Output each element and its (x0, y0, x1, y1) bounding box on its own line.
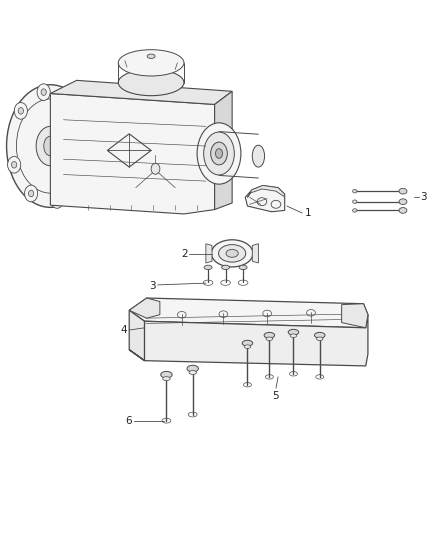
Ellipse shape (242, 340, 253, 346)
Ellipse shape (25, 185, 38, 202)
Text: 1: 1 (304, 208, 311, 218)
Ellipse shape (252, 145, 265, 167)
Ellipse shape (353, 189, 357, 193)
Ellipse shape (118, 50, 184, 76)
Ellipse shape (36, 126, 65, 166)
Polygon shape (206, 244, 212, 263)
Ellipse shape (50, 192, 64, 208)
Polygon shape (50, 93, 215, 214)
Polygon shape (342, 304, 368, 328)
Ellipse shape (399, 199, 407, 205)
Polygon shape (247, 185, 285, 197)
Polygon shape (129, 310, 145, 361)
Ellipse shape (79, 115, 92, 131)
Ellipse shape (161, 372, 172, 378)
Ellipse shape (54, 197, 60, 203)
Ellipse shape (7, 157, 21, 173)
Ellipse shape (28, 190, 34, 197)
Ellipse shape (73, 173, 86, 190)
Polygon shape (129, 298, 368, 328)
Ellipse shape (353, 200, 357, 204)
Ellipse shape (204, 132, 234, 175)
Text: 3: 3 (420, 192, 427, 203)
Text: 6: 6 (125, 416, 131, 426)
Polygon shape (50, 80, 232, 104)
Ellipse shape (290, 334, 297, 337)
Ellipse shape (266, 337, 272, 341)
Ellipse shape (288, 329, 299, 335)
Ellipse shape (215, 149, 223, 158)
Ellipse shape (204, 265, 212, 270)
Polygon shape (252, 244, 258, 263)
Ellipse shape (11, 161, 17, 168)
Ellipse shape (226, 249, 238, 257)
Ellipse shape (7, 85, 94, 207)
Text: 5: 5 (272, 391, 279, 401)
Text: 2: 2 (181, 249, 187, 259)
Ellipse shape (83, 119, 88, 126)
Ellipse shape (399, 207, 407, 213)
Ellipse shape (316, 337, 323, 341)
Polygon shape (245, 185, 285, 212)
Ellipse shape (197, 123, 241, 184)
Ellipse shape (222, 265, 230, 270)
Ellipse shape (187, 365, 198, 372)
Polygon shape (129, 314, 368, 366)
Ellipse shape (63, 90, 76, 107)
Ellipse shape (219, 245, 246, 262)
Ellipse shape (44, 136, 57, 156)
Ellipse shape (67, 95, 72, 102)
Ellipse shape (189, 370, 196, 375)
Polygon shape (215, 91, 232, 209)
Ellipse shape (37, 84, 50, 100)
Polygon shape (129, 298, 160, 318)
Ellipse shape (314, 333, 325, 338)
Text: 3: 3 (149, 281, 155, 291)
Text: 4: 4 (120, 325, 127, 335)
Ellipse shape (14, 102, 28, 119)
Ellipse shape (244, 345, 251, 349)
Ellipse shape (211, 240, 253, 267)
Ellipse shape (211, 142, 227, 165)
Ellipse shape (41, 89, 46, 95)
Ellipse shape (264, 333, 275, 338)
Ellipse shape (162, 377, 170, 381)
Ellipse shape (239, 265, 247, 270)
Ellipse shape (77, 178, 82, 184)
Ellipse shape (147, 54, 155, 59)
Ellipse shape (151, 163, 160, 174)
Ellipse shape (18, 108, 24, 114)
Ellipse shape (118, 69, 184, 96)
Ellipse shape (353, 209, 357, 212)
Ellipse shape (399, 188, 407, 194)
